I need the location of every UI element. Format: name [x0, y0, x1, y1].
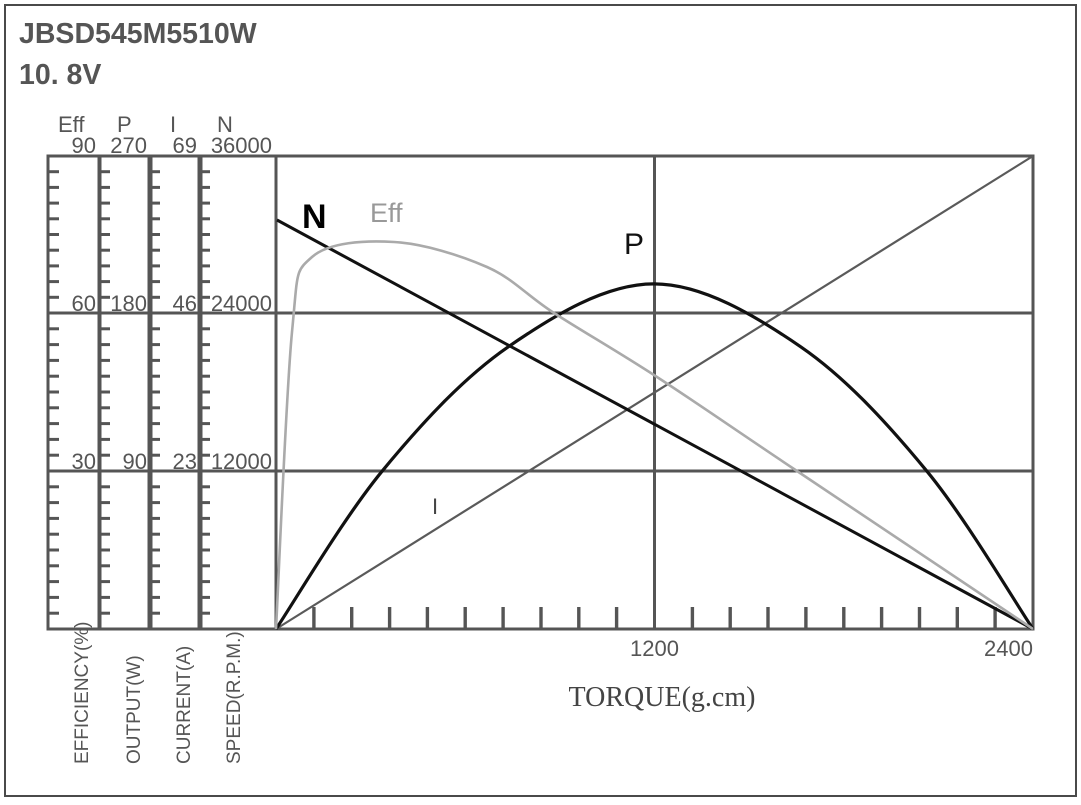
- svg-text:10. 8V: 10. 8V: [19, 59, 101, 91]
- svg-text:270: 270: [110, 133, 147, 158]
- svg-text:I: I: [432, 494, 438, 519]
- svg-text:69: 69: [173, 133, 197, 158]
- svg-text:TORQUE(g.cm): TORQUE(g.cm): [569, 682, 756, 713]
- svg-text:SPEED(R.P.M.): SPEED(R.P.M.): [224, 631, 245, 764]
- svg-text:1200: 1200: [630, 636, 679, 661]
- svg-text:OUTPUT(W): OUTPUT(W): [124, 655, 145, 764]
- svg-text:N: N: [302, 198, 327, 236]
- svg-text:JBSD545M5510W: JBSD545M5510W: [19, 18, 257, 50]
- svg-text:36000: 36000: [211, 133, 272, 158]
- svg-text:2400: 2400: [984, 636, 1033, 661]
- svg-text:P: P: [624, 228, 644, 261]
- svg-text:EFFICIENCY(%): EFFICIENCY(%): [72, 622, 93, 765]
- svg-text:Eff: Eff: [370, 198, 403, 228]
- svg-text:90: 90: [72, 133, 96, 158]
- svg-text:CURRENT(A): CURRENT(A): [174, 646, 195, 764]
